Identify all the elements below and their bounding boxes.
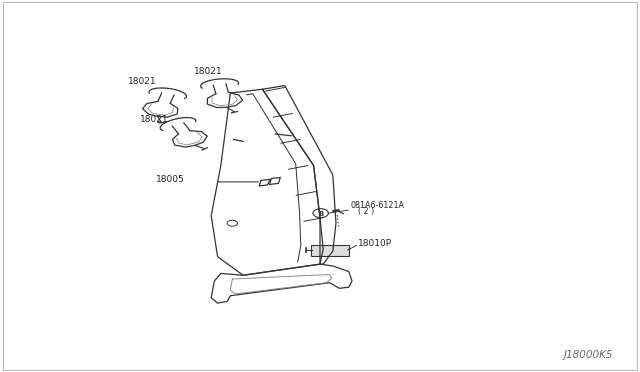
- Text: 081A6-6121A: 081A6-6121A: [350, 201, 404, 210]
- Text: 18021: 18021: [128, 77, 157, 86]
- Text: 18021: 18021: [140, 115, 168, 124]
- FancyBboxPatch shape: [311, 245, 349, 256]
- Text: 18005: 18005: [156, 175, 184, 184]
- Text: ( 2 ): ( 2 ): [358, 207, 374, 216]
- Text: B: B: [318, 211, 323, 217]
- Text: J18000K5: J18000K5: [564, 350, 614, 360]
- Text: 18010P: 18010P: [358, 238, 392, 247]
- Text: 18021: 18021: [194, 67, 223, 76]
